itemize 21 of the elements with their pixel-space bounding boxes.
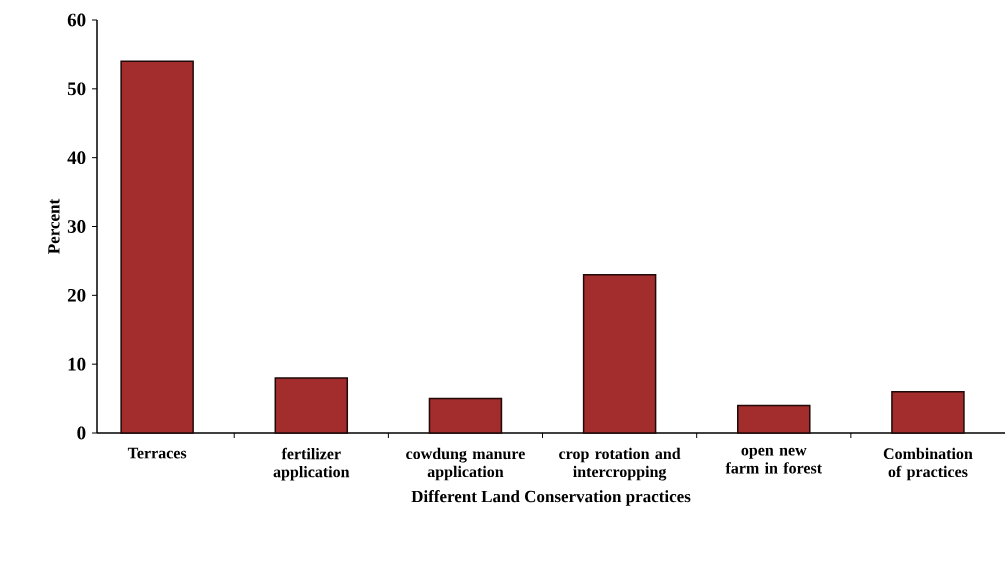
x-tick-label: crop rotation and intercropping bbox=[559, 447, 681, 481]
y-tick-label: 60 bbox=[67, 13, 86, 27]
bar bbox=[891, 390, 965, 434]
y-tick-label: 10 bbox=[68, 357, 86, 371]
y-tick-label: 20 bbox=[67, 288, 86, 302]
y-tick-label: 30 bbox=[67, 220, 86, 233]
bar bbox=[120, 60, 194, 434]
y-axis-title: Percent bbox=[48, 198, 60, 254]
x-tick-label: open new farm in forest bbox=[725, 447, 822, 474]
y-tick-label: 50 bbox=[67, 82, 86, 96]
x-tick-label: fertilizer application bbox=[273, 447, 350, 481]
bar bbox=[737, 404, 811, 434]
bar bbox=[582, 273, 657, 434]
bar bbox=[274, 377, 349, 434]
x-tick-label: cowdung manure application bbox=[406, 447, 525, 481]
x-axis-title: Different Land Conservation practices bbox=[411, 490, 691, 506]
x-tick-label: Terraces bbox=[127, 447, 187, 459]
y-tick-label: 0 bbox=[77, 426, 86, 440]
x-tick-label: Combination of practices bbox=[883, 447, 973, 481]
bar bbox=[428, 397, 503, 434]
y-tick-label: 40 bbox=[67, 151, 86, 165]
